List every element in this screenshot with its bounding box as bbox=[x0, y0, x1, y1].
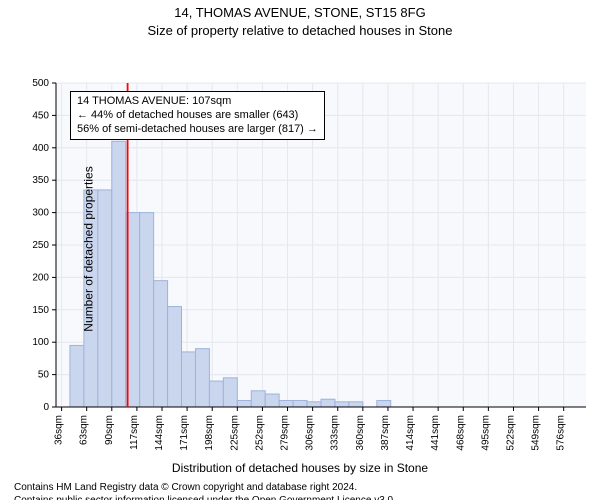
histogram-bar bbox=[98, 190, 112, 407]
histogram-bar bbox=[182, 352, 196, 407]
svg-text:414sqm: 414sqm bbox=[405, 415, 416, 451]
histogram-bar bbox=[293, 401, 307, 407]
title-line2: Size of property relative to detached ho… bbox=[0, 22, 600, 40]
histogram-bar bbox=[209, 381, 223, 407]
svg-text:225sqm: 225sqm bbox=[229, 415, 240, 451]
histogram-bar bbox=[307, 402, 321, 407]
svg-text:198sqm: 198sqm bbox=[204, 415, 215, 451]
svg-text:63sqm: 63sqm bbox=[79, 415, 90, 445]
histogram-bar bbox=[112, 141, 126, 407]
svg-text:36sqm: 36sqm bbox=[54, 415, 65, 445]
annotation-line2: ← 44% of detached houses are smaller (64… bbox=[77, 109, 318, 123]
histogram-bar bbox=[168, 307, 182, 407]
svg-text:500: 500 bbox=[32, 78, 49, 89]
histogram-bar bbox=[251, 391, 265, 407]
annotation-box: 14 THOMAS AVENUE: 107sqm ← 44% of detach… bbox=[70, 91, 325, 140]
histogram-bar bbox=[377, 401, 391, 407]
x-axis-label: Distribution of detached houses by size … bbox=[0, 461, 600, 475]
chart-area: Number of detached properties 0 50 100 150 2… bbox=[0, 39, 600, 459]
svg-text:333sqm: 333sqm bbox=[330, 415, 341, 451]
svg-text:150: 150 bbox=[32, 305, 49, 316]
histogram-bar bbox=[237, 401, 251, 407]
svg-text:50: 50 bbox=[38, 370, 50, 381]
histogram-bar bbox=[265, 394, 279, 407]
title-line1: 14, THOMAS AVENUE, STONE, ST15 8FG bbox=[0, 4, 600, 22]
svg-text:252sqm: 252sqm bbox=[254, 415, 265, 451]
y-axis-label: Number of detached properties bbox=[82, 166, 96, 331]
annotation-line3: 56% of semi-detached houses are larger (… bbox=[77, 123, 318, 137]
svg-text:0: 0 bbox=[43, 402, 49, 413]
svg-text:468sqm: 468sqm bbox=[455, 415, 466, 451]
histogram-bar bbox=[321, 399, 335, 407]
footer-line1: Contains HM Land Registry data © Crown c… bbox=[14, 481, 586, 494]
svg-text:576sqm: 576sqm bbox=[556, 415, 567, 451]
svg-text:171sqm: 171sqm bbox=[179, 415, 190, 451]
svg-text:306sqm: 306sqm bbox=[305, 415, 316, 451]
chart-title: 14, THOMAS AVENUE, STONE, ST15 8FG Size … bbox=[0, 4, 600, 39]
footer-line2: Contains public sector information licen… bbox=[14, 494, 586, 500]
svg-text:279sqm: 279sqm bbox=[280, 415, 291, 451]
svg-text:522sqm: 522sqm bbox=[505, 415, 516, 451]
svg-text:250: 250 bbox=[32, 240, 49, 251]
svg-text:360sqm: 360sqm bbox=[355, 415, 366, 451]
svg-text:441sqm: 441sqm bbox=[430, 415, 441, 451]
histogram-bar bbox=[140, 213, 154, 407]
svg-text:495sqm: 495sqm bbox=[480, 415, 491, 451]
svg-text:450: 450 bbox=[32, 110, 49, 121]
svg-text:90sqm: 90sqm bbox=[104, 415, 115, 445]
histogram-bar bbox=[349, 402, 363, 407]
svg-text:549sqm: 549sqm bbox=[531, 415, 542, 451]
histogram-bar bbox=[335, 402, 349, 407]
svg-text:387sqm: 387sqm bbox=[380, 415, 391, 451]
histogram-bar bbox=[154, 281, 168, 407]
histogram-bar bbox=[70, 346, 84, 408]
histogram-bar bbox=[195, 349, 209, 407]
svg-text:300: 300 bbox=[32, 208, 49, 219]
annotation-line1: 14 THOMAS AVENUE: 107sqm bbox=[77, 95, 318, 109]
histogram-bar bbox=[279, 401, 293, 407]
svg-text:100: 100 bbox=[32, 337, 49, 348]
svg-text:200: 200 bbox=[32, 272, 49, 283]
svg-text:400: 400 bbox=[32, 143, 49, 154]
svg-text:144sqm: 144sqm bbox=[154, 415, 165, 451]
svg-text:350: 350 bbox=[32, 175, 49, 186]
footer-attribution: Contains HM Land Registry data © Crown c… bbox=[14, 481, 586, 500]
histogram-bar bbox=[223, 378, 237, 407]
svg-text:117sqm: 117sqm bbox=[129, 415, 140, 450]
